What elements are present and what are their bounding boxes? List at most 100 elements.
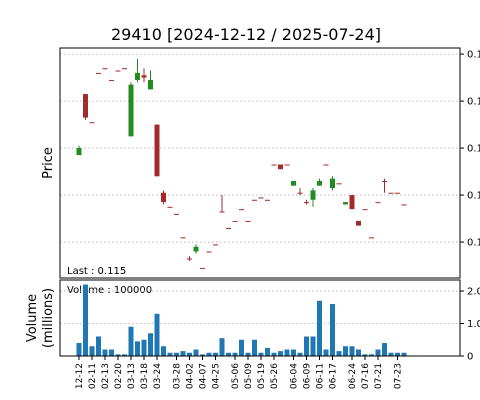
candle-body: [395, 192, 400, 194]
candle-body: [167, 206, 173, 208]
candle-body: [161, 192, 166, 203]
x-tick-label: 04-02: [186, 363, 196, 389]
candle-body: [187, 258, 192, 260]
y2-axis-label: Volume: [25, 294, 40, 342]
candle-body: [252, 199, 257, 201]
candle-body: [265, 199, 270, 201]
candle-body: [226, 227, 231, 229]
volume-bar: [252, 339, 257, 356]
candle-body: [317, 180, 322, 186]
last-label: Last : 0.115: [67, 266, 126, 277]
candle-body: [180, 237, 186, 239]
volume-bar: [388, 352, 394, 356]
volume-bar: [109, 349, 114, 356]
volume-bar: [369, 354, 374, 356]
volume-bar: [349, 346, 355, 356]
x-tick-label: 06-09: [303, 363, 313, 389]
x-tick-label: 06-04: [290, 363, 300, 389]
candle-body: [96, 72, 101, 74]
candle-body: [291, 180, 296, 186]
x-tick-label: 03-18: [140, 363, 150, 389]
volume-bar: [297, 352, 303, 356]
x-tick-label: 12-12: [75, 363, 85, 389]
volume-bar: [258, 352, 264, 356]
y2-axis-label: (millions): [41, 288, 56, 348]
y-tick-label: 0.18: [467, 50, 480, 61]
candle-body: [362, 209, 368, 211]
volume-bar: [336, 351, 342, 356]
volume-bar: [83, 284, 88, 356]
volume-bar: [206, 352, 212, 356]
volume-bar: [239, 339, 244, 356]
volume-bar: [343, 346, 348, 356]
y-tick-label: 2.0: [467, 287, 480, 298]
candle-body: [154, 124, 160, 177]
candle-body: [401, 204, 407, 206]
volume-bar: [135, 341, 140, 356]
candle-body: [369, 237, 374, 239]
x-tick-label: 06-17: [329, 363, 339, 389]
candle-body: [258, 197, 264, 199]
x-tick-label: 05-19: [257, 363, 267, 389]
candle-body: [271, 164, 277, 166]
candle-body: [200, 267, 205, 269]
x-tick-label: 07-23: [394, 363, 404, 389]
candle-body: [109, 79, 114, 81]
candle-body: [102, 68, 108, 70]
volume-bar: [148, 333, 153, 356]
candle-body: [83, 94, 88, 118]
volume-bar: [362, 354, 368, 356]
volume-bar: [213, 352, 218, 356]
x-tick-label: 04-25: [212, 363, 222, 389]
candle-body: [115, 70, 121, 72]
volume-bar: [174, 352, 179, 356]
x-tick-label: 03-28: [173, 363, 183, 389]
volume-bar: [291, 349, 296, 356]
candle-body: [206, 251, 212, 253]
chart-title: 29410 [2024-12-12 / 2025-07-24]: [111, 25, 381, 44]
volume-bar: [265, 347, 270, 356]
y-tick-label: 0.12: [467, 191, 480, 202]
x-tick-label: 02-11: [88, 363, 98, 389]
x-tick-label: 04-07: [199, 363, 209, 389]
candle-body: [245, 220, 251, 222]
volume-bar: [161, 346, 166, 356]
candle-body: [122, 68, 127, 70]
candle-body: [128, 84, 134, 137]
x-tick-label: 05-06: [231, 363, 241, 389]
candle-body: [213, 244, 218, 246]
candle-body: [323, 164, 329, 166]
volume-bar: [96, 336, 101, 356]
candle-body: [330, 178, 335, 189]
y-tick-label: 0.10: [467, 238, 480, 249]
volume-bar: [115, 354, 121, 356]
candle-body: [232, 220, 238, 222]
volume-bar: [154, 313, 160, 356]
volume-bar: [356, 349, 361, 356]
price-panel-frame: [59, 47, 461, 279]
volume-bar: [89, 346, 95, 356]
candle-body: [304, 202, 309, 204]
x-tick-label: 03-24: [153, 363, 163, 389]
candle-body: [278, 164, 283, 170]
candle-body: [343, 202, 348, 205]
volume-bar: [401, 352, 407, 356]
volume-bar: [278, 351, 283, 356]
volume-bar: [193, 349, 199, 356]
volume-bar: [330, 304, 335, 356]
candle-body: [239, 209, 244, 211]
y-tick-label: 1.0: [467, 319, 480, 330]
volume-bar: [284, 349, 290, 356]
candle-body: [219, 211, 225, 213]
candle-body: [89, 122, 95, 124]
volume-panel-frame: [59, 279, 461, 357]
candle-body: [388, 192, 394, 194]
volume-bar: [102, 349, 108, 356]
candle-body: [297, 192, 303, 194]
volume-bar: [395, 352, 400, 356]
x-tick-label: 05-26: [270, 363, 280, 389]
volume-bar: [180, 351, 186, 356]
volume-bar: [304, 336, 309, 356]
candle-body: [141, 75, 147, 78]
